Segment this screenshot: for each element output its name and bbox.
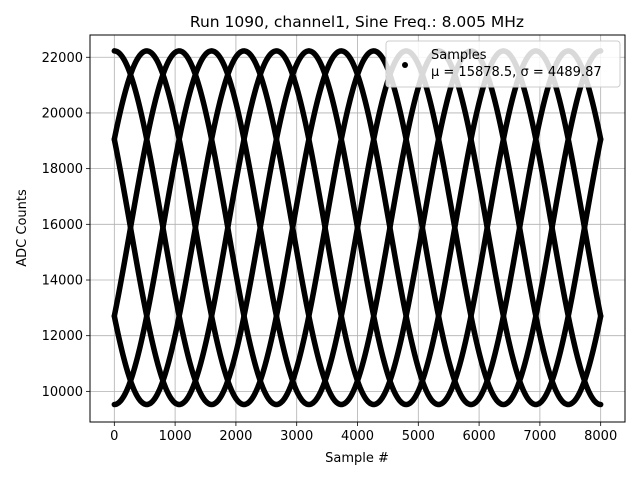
x-axis-label: Sample # bbox=[325, 451, 389, 466]
y-tick-label: 20000 bbox=[42, 106, 83, 121]
x-tick-label: 3000 bbox=[280, 429, 313, 444]
legend-label: Samples bbox=[431, 48, 487, 63]
x-ticks: 0 1000 2000 3000 4000 5000 6000 7000 8000 bbox=[110, 422, 617, 444]
legend-marker bbox=[402, 62, 408, 68]
x-tick-label: 8000 bbox=[584, 429, 617, 444]
y-axis-label: ADC Counts bbox=[15, 189, 30, 267]
legend-box bbox=[385, 40, 621, 88]
y-tick-label: 16000 bbox=[42, 218, 83, 233]
legend: Samples μ = 15878.5, σ = 4489.87 bbox=[385, 40, 621, 88]
y-ticks: 10000 12000 14000 16000 18000 20000 22000 bbox=[42, 51, 90, 400]
x-tick-label: 0 bbox=[110, 429, 118, 444]
y-tick-label: 18000 bbox=[42, 162, 83, 177]
x-tick-label: 6000 bbox=[463, 429, 496, 444]
x-tick-label: 4000 bbox=[341, 429, 374, 444]
sample-trace bbox=[111, 48, 604, 408]
y-tick-label: 22000 bbox=[42, 51, 83, 66]
y-tick-label: 12000 bbox=[42, 329, 83, 344]
chart-title: Run 1090, channel1, Sine Freq.: 8.005 MH… bbox=[190, 13, 524, 31]
y-tick-label: 14000 bbox=[42, 274, 83, 289]
x-tick-label: 7000 bbox=[523, 429, 556, 444]
legend-stats: μ = 15878.5, σ = 4489.87 bbox=[431, 65, 602, 80]
sample-trace bbox=[111, 48, 604, 408]
x-tick-label: 2000 bbox=[219, 429, 252, 444]
x-tick-label: 1000 bbox=[159, 429, 192, 444]
y-tick-label: 10000 bbox=[42, 385, 83, 400]
x-tick-label: 5000 bbox=[402, 429, 435, 444]
